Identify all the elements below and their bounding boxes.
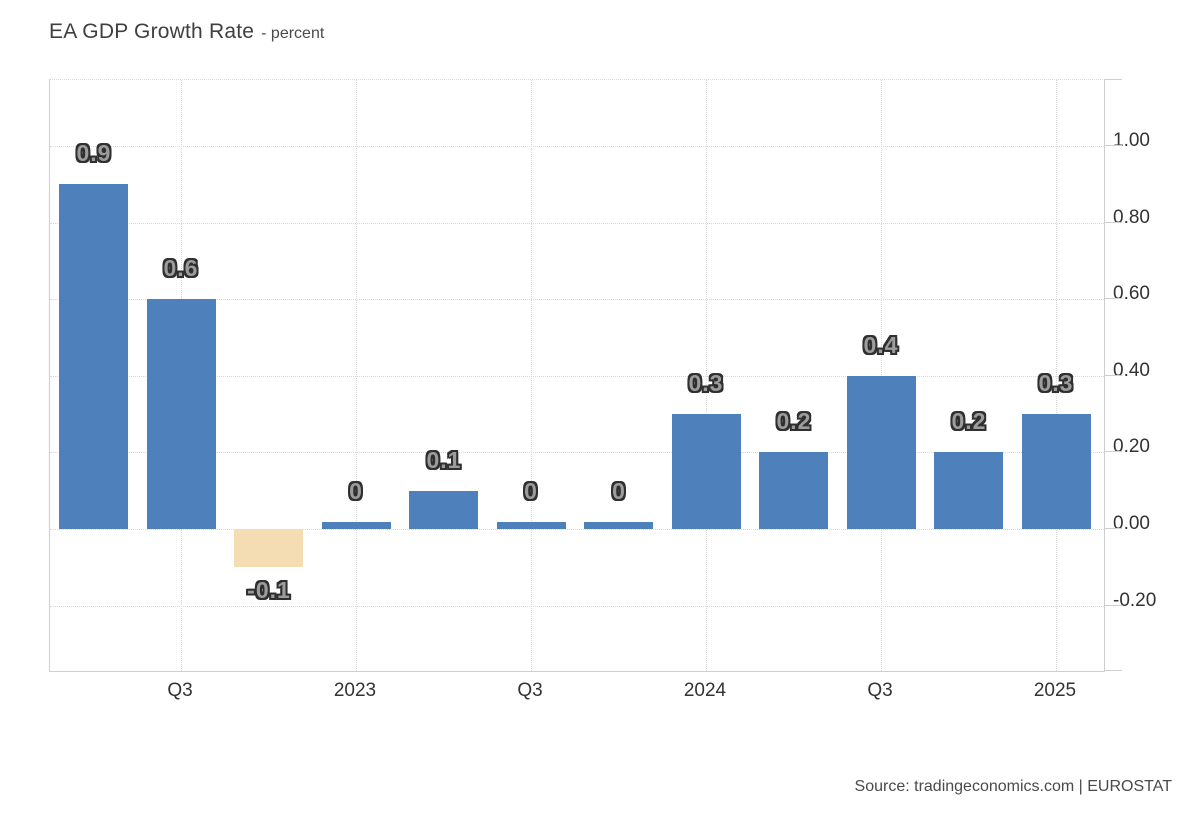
v-gridline (706, 80, 707, 671)
h-gridline (50, 376, 1104, 377)
bar[interactable] (322, 522, 391, 529)
v-gridline (1056, 80, 1057, 671)
h-gridline (50, 529, 1104, 530)
y-axis-tick (1104, 528, 1122, 529)
plot-area: 0.9 0.6 -0.1 0 0.1 0 0 0.3 0.2 0.4 0.2 0.3 (49, 79, 1105, 672)
y-tick-label: 0.80 (1113, 207, 1150, 228)
h-gridline (50, 146, 1104, 147)
bar-value-label: 0 (612, 478, 626, 504)
chart-title: EA GDP Growth Rate (49, 20, 255, 43)
x-tick-label: 2025 (1033, 680, 1077, 701)
y-axis-tick (1104, 145, 1122, 146)
y-axis-tick (1104, 222, 1122, 223)
y-axis-tick (1104, 451, 1122, 452)
y-tick-label: -0.20 (1113, 590, 1157, 611)
x-tick-label: Q3 (867, 680, 893, 701)
y-axis-edge-tick (1104, 670, 1122, 671)
bar-value-label: 0.4 (863, 332, 899, 358)
bar-value-label: -0.1 (247, 577, 291, 603)
bar[interactable] (672, 414, 741, 529)
chart-subtitle: - percent (261, 25, 325, 42)
bar-value-label: 0.3 (1038, 370, 1074, 396)
y-axis-tick (1104, 605, 1122, 606)
y-axis-edge-tick (1104, 79, 1122, 80)
bar[interactable] (934, 452, 1003, 529)
y-axis-tick (1104, 298, 1122, 299)
source-attribution: Source: tradingeconomics.com | EUROSTAT (854, 778, 1172, 795)
bar[interactable] (409, 491, 478, 529)
bar-value-label: 0 (349, 478, 363, 504)
bar[interactable] (584, 522, 653, 529)
chart-title-row: EA GDP Growth Rate - percent (49, 20, 324, 44)
bar-value-label: 0.9 (76, 140, 112, 166)
v-gridline (356, 80, 357, 671)
y-tick-label: 0.20 (1113, 436, 1150, 457)
v-gridline (881, 80, 882, 671)
bar-value-label: 0.1 (426, 447, 462, 473)
y-tick-label: 0.60 (1113, 283, 1150, 304)
bar[interactable] (847, 376, 916, 529)
bar-value-label: 0 (524, 478, 538, 504)
bar[interactable] (147, 299, 216, 529)
h-gridline (50, 299, 1104, 300)
bar-value-label: 0.3 (688, 370, 724, 396)
x-tick-label: Q3 (167, 680, 193, 701)
bar[interactable] (1022, 414, 1091, 529)
h-gridline (50, 452, 1104, 453)
y-tick-label: 1.00 (1113, 130, 1150, 151)
y-tick-label: 0.00 (1113, 513, 1150, 534)
bar-value-label: 0.2 (951, 408, 987, 434)
bar[interactable] (759, 452, 828, 529)
x-tick-label: 2024 (683, 680, 727, 701)
h-gridline (50, 606, 1104, 607)
bar-value-label: 0.2 (776, 408, 812, 434)
bar[interactable] (234, 529, 303, 567)
x-tick-label: Q3 (517, 680, 543, 701)
y-tick-label: 0.40 (1113, 360, 1150, 381)
y-axis-tick (1104, 375, 1122, 376)
v-gridline (531, 80, 532, 671)
bar[interactable] (59, 184, 128, 529)
bar-value-label: 0.6 (163, 255, 199, 281)
x-tick-label: 2023 (333, 680, 377, 701)
bar[interactable] (497, 522, 566, 529)
h-gridline (50, 223, 1104, 224)
